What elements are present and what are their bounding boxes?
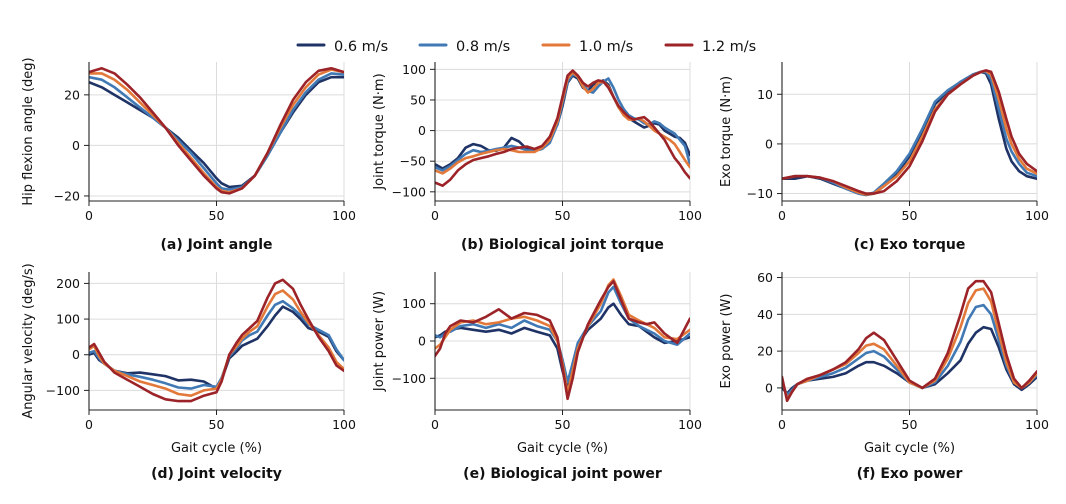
series-line: [89, 278, 344, 403]
y-tick-label: −100: [392, 371, 426, 386]
x-tick-label: 100: [678, 208, 702, 223]
y-tick-label: −100: [46, 383, 80, 398]
x-tick-label: 0: [85, 208, 93, 223]
x-tick-label: 0: [778, 417, 786, 432]
x-tick-label: 50: [902, 417, 918, 432]
x-tick-label: 100: [1025, 417, 1049, 432]
y-axis-label: Joint power (W): [372, 291, 387, 392]
x-tick-label: 50: [209, 208, 225, 223]
series-line: [89, 75, 344, 189]
legend-label: 0.8 m/s: [456, 39, 510, 55]
series-line: [435, 71, 690, 175]
series-line: [435, 285, 690, 384]
x-tick-label: 100: [332, 417, 356, 432]
panel-title: (e) Biological joint power: [463, 466, 662, 482]
y-tick-label: 200: [56, 276, 80, 291]
y-tick-label: 100: [402, 296, 426, 311]
series-group: [782, 279, 1037, 403]
y-tick-label: 0: [72, 138, 80, 153]
series-group: [435, 69, 690, 187]
x-tick-label: 100: [332, 208, 356, 223]
legend-label: 1.0 m/s: [579, 39, 633, 55]
y-tick-label: −50: [400, 154, 426, 169]
y-tick-label: −20: [54, 188, 80, 203]
chart-panel: 0 50 100 −100 0 100 200 Angular velocity (deg/s…: [21, 263, 356, 482]
x-tick-label: 50: [555, 208, 571, 223]
y-tick-label: 50: [410, 92, 426, 107]
y-tick-label: 60: [757, 270, 773, 285]
y-tick-label: 0: [765, 380, 773, 395]
y-axis-label: Angular velocity (deg/s): [21, 263, 36, 418]
x-axis-label: Gait cycle (%): [517, 441, 608, 456]
y-axis-label: Joint torque (N·m): [372, 73, 387, 190]
x-tick-label: 0: [431, 208, 439, 223]
y-tick-label: 0: [72, 347, 80, 362]
y-tick-label: 0: [765, 136, 773, 151]
x-axis-label: Gait cycle (%): [171, 441, 262, 456]
x-tick-label: 0: [85, 417, 93, 432]
legend-label: 1.2 m/s: [702, 39, 756, 55]
series-line: [782, 279, 1037, 403]
y-tick-label: 20: [757, 344, 773, 359]
x-tick-label: 0: [778, 208, 786, 223]
y-axis-label: Exo power (W): [719, 294, 734, 389]
panel-title: (d) Joint velocity: [151, 466, 282, 482]
x-tick-label: 0: [431, 417, 439, 432]
panel-title: (b) Biological joint torque: [461, 237, 664, 253]
x-tick-label: 100: [1025, 208, 1049, 223]
legend-item: 1.0 m/s: [541, 39, 633, 55]
legend-item: 1.2 m/s: [664, 39, 756, 55]
y-tick-label: 10: [757, 87, 773, 102]
x-tick-label: 50: [902, 208, 918, 223]
series-group: [89, 278, 344, 403]
series-line: [89, 72, 344, 191]
x-tick-label: 100: [678, 417, 702, 432]
legend: 0.6 m/s 0.8 m/s 1.0 m/s 1.2 m/s: [296, 39, 756, 55]
series-group: [89, 67, 344, 195]
y-tick-label: 100: [56, 312, 80, 327]
y-tick-label: −10: [747, 186, 773, 201]
y-axis-label: Exo torque (N·m): [719, 76, 734, 187]
series-line: [435, 69, 690, 187]
series-group: [782, 69, 1037, 197]
x-tick-label: 50: [555, 417, 571, 432]
y-tick-label: 20: [64, 87, 80, 102]
legend-label: 0.6 m/s: [334, 39, 388, 55]
y-tick-label: 0: [418, 334, 426, 349]
y-tick-label: 100: [402, 62, 426, 77]
series-group: [435, 278, 690, 401]
chart-panel: 0 50 100 −100 −50 0 50 100 Joint torque (N·m) (b)…: [372, 62, 702, 253]
y-tick-label: −100: [392, 184, 426, 199]
legend-item: 0.8 m/s: [418, 39, 510, 55]
chart-panel: 0 50 100 −20 0 20 Hip flexion angle (deg) (a) J…: [21, 57, 356, 253]
series-line: [435, 280, 690, 401]
panel-title: (c) Exo torque: [854, 237, 966, 253]
y-tick-label: 0: [418, 123, 426, 138]
y-axis-label: Hip flexion angle (deg): [21, 57, 36, 205]
x-tick-label: 50: [209, 417, 225, 432]
panel-title: (a) Joint angle: [160, 237, 272, 253]
y-tick-label: 40: [757, 307, 773, 322]
panel-title: (f) Exo power: [857, 466, 963, 482]
legend-item: 0.6 m/s: [296, 39, 388, 55]
series-line: [89, 67, 344, 195]
x-axis-label: Gait cycle (%): [864, 441, 955, 456]
chart-panel: 0 50 100 0 20 40 60 Exo power (W) Gait cycle (%)…: [719, 270, 1049, 482]
series-line: [782, 69, 1037, 195]
chart-panel: 0 50 100 −100 0 100 Joint power (W) Gait cycle …: [372, 272, 702, 482]
chart-panel: 0 50 100 −10 0 10 Exo torque (N·m) (c) Exo torq…: [719, 62, 1049, 253]
